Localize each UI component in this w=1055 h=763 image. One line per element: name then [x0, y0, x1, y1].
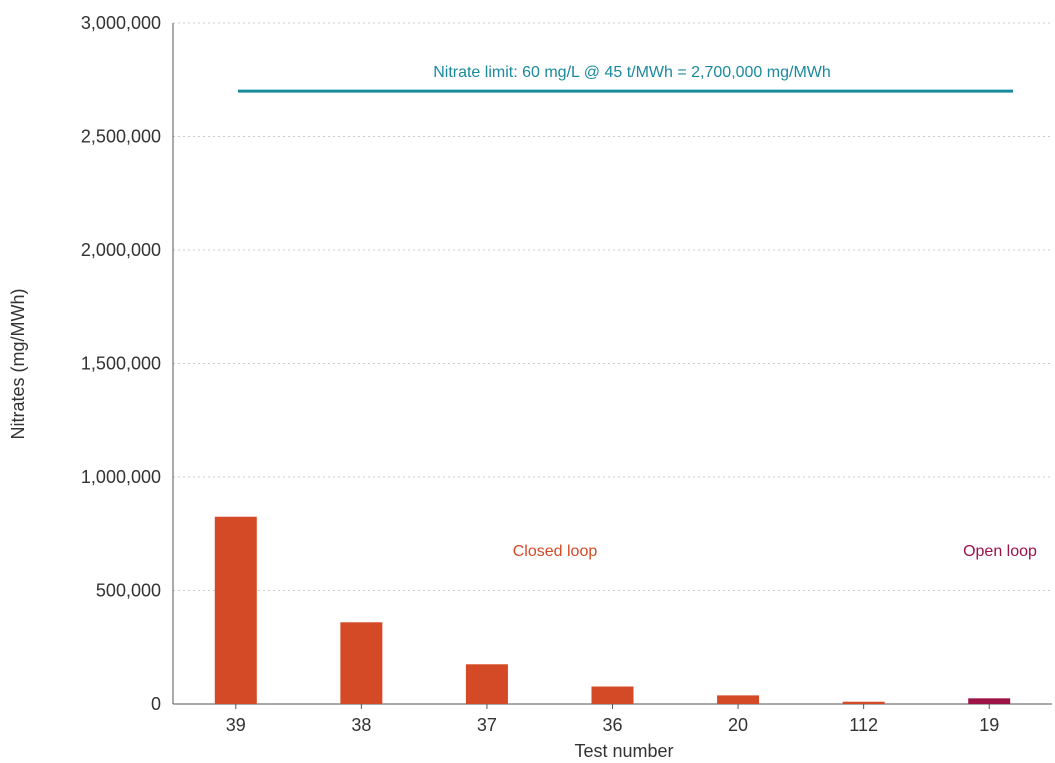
bar-test-36: [591, 686, 634, 704]
closed-loop-label: Closed loop: [513, 543, 598, 560]
x-tick-label: 38: [351, 715, 371, 735]
y-tick-labels: 0 500,000 1,000,000 1,500,000 2,000,000 2,500…: [81, 13, 161, 714]
y-tick-label: 500,000: [96, 581, 161, 601]
x-tick-label: 112: [849, 715, 878, 735]
x-tick-label: 36: [602, 715, 622, 735]
x-tick-label: 20: [728, 715, 748, 735]
y-axis-title: Nitrates (mg/MWh): [8, 288, 28, 439]
gridlines: [173, 22, 1052, 591]
y-tick-label: 2,000,000: [81, 240, 161, 260]
y-tick-label: 0: [151, 694, 161, 714]
x-tick-labels: 39 38 37 36 20 112 19: [226, 704, 999, 735]
nitrate-limit-label: Nitrate limit: 60 mg/L @ 45 t/MWh = 2,70…: [433, 64, 831, 81]
y-tick-label: 2,500,000: [81, 127, 161, 147]
x-tick-label: 19: [979, 715, 999, 735]
bars: [214, 516, 1011, 704]
y-tick-label: 3,000,000: [81, 13, 161, 33]
x-tick-label: 37: [477, 715, 497, 735]
bar-test-20: [717, 695, 760, 704]
y-tick-label: 1,500,000: [81, 354, 161, 374]
bar-test-37: [465, 664, 508, 704]
y-tick-label: 1,000,000: [81, 467, 161, 487]
open-loop-label: Open loop: [963, 543, 1037, 560]
x-axis-title: Test number: [574, 741, 673, 761]
x-tick-label: 39: [226, 715, 246, 735]
bar-test-38: [340, 622, 383, 704]
bar-test-112: [842, 701, 885, 704]
bar-test-39: [214, 516, 257, 704]
bar-test-19: [968, 698, 1011, 704]
